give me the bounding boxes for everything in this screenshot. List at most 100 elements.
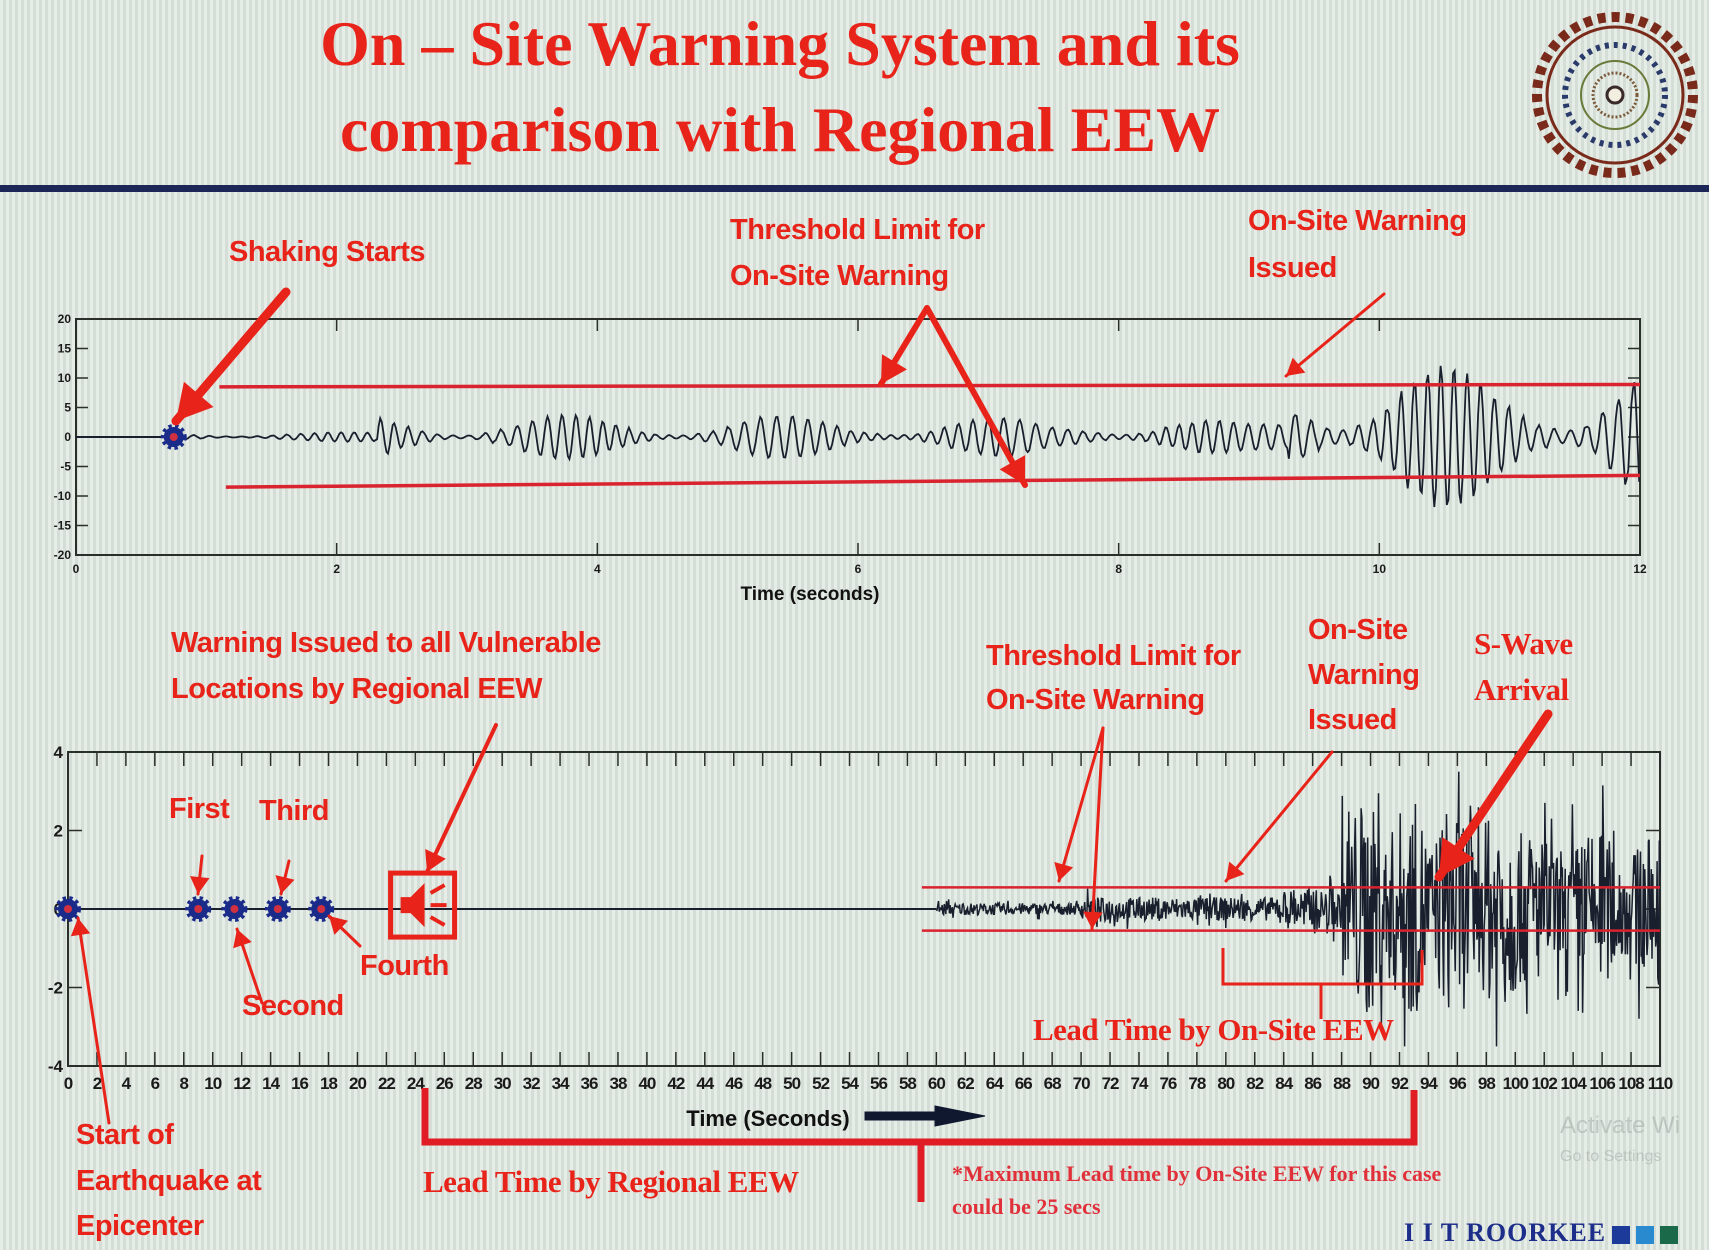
x-tick-label: 12 <box>233 1074 250 1093</box>
x-tick-label: 10 <box>204 1074 221 1093</box>
x-tick-label: 0 <box>64 1074 73 1093</box>
y-tick-label: 5 <box>64 401 71 415</box>
footnote-line2: could be 25 secs <box>952 1194 1101 1219</box>
waveform-top <box>173 365 1641 508</box>
x-tick-label: 58 <box>899 1074 916 1093</box>
brand-square <box>1636 1226 1655 1245</box>
arrow-onsite-issued-top <box>1284 292 1386 378</box>
x-tick-label: 6 <box>151 1074 160 1093</box>
x-tick-label: 48 <box>754 1074 771 1093</box>
annotation-arrows <box>70 287 1553 1202</box>
x-tick-label: 16 <box>291 1074 308 1093</box>
x-tick-label: 104 <box>1560 1074 1587 1093</box>
x-tick-label: 40 <box>638 1074 655 1093</box>
x-tick-label: 62 <box>957 1074 974 1093</box>
x-tick-label: 42 <box>667 1074 684 1093</box>
y-tick-label: 2 <box>54 821 63 840</box>
station-marker-center <box>230 905 239 913</box>
label-swave-1: S-Wave <box>1474 626 1573 661</box>
x-tick-label: 8 <box>1115 562 1122 576</box>
x-axis-label: Time (Seconds) <box>686 1106 849 1131</box>
label-start-2: Earthquake at <box>76 1165 262 1197</box>
x-tick-label: 34 <box>552 1074 570 1093</box>
x-tick-label: 64 <box>986 1074 1004 1093</box>
x-tick-label: 98 <box>1478 1074 1495 1093</box>
arrow-threshold-bottom-lower <box>1090 726 1105 931</box>
arrow-fourth-head <box>329 916 349 935</box>
arrow-onsite-issued-bottom-head <box>1226 861 1245 881</box>
arrow-threshold-top-lower-head <box>999 455 1026 485</box>
label-threshold-top-1: Threshold Limit for <box>730 214 985 246</box>
x-tick-label: 36 <box>581 1074 598 1093</box>
station-marker-center <box>64 905 72 913</box>
top-chart: 0 2 4 6 8 10 12 20 15 10 5 0 -5 -10 -15 -20 Time (second… <box>54 312 1647 605</box>
bottom-chart: 0 2 4 6 8 10 12 14 16 18 20 22 24 26 28 30 32 34 36 38 40 42 4… <box>48 743 1674 1131</box>
time-arrow-icon <box>864 1105 986 1127</box>
x-tick-label: 18 <box>320 1074 337 1093</box>
footnote-line1: *Maximum Lead time by On-Site EEW for th… <box>952 1161 1442 1186</box>
x-tick-label: 2 <box>333 562 340 576</box>
x-tick-label: 52 <box>812 1074 829 1093</box>
x-tick-label: 50 <box>783 1074 800 1093</box>
x-tick-label: 92 <box>1391 1074 1408 1093</box>
arrow-swave-arrival-head <box>1439 837 1475 877</box>
x-tick-label: 82 <box>1246 1074 1263 1093</box>
y-tick-label: -2 <box>48 978 63 997</box>
label-onsite-issued-top-2: Issued <box>1248 252 1337 284</box>
x-tick-label: 2 <box>93 1074 102 1093</box>
x-tick-label: 20 <box>349 1074 366 1093</box>
x-tick-label: 74 <box>1131 1074 1149 1093</box>
y-tick-label: 10 <box>58 371 72 385</box>
brand-footer: I I T ROORKEE <box>1404 1218 1679 1248</box>
x-tick-label: 84 <box>1275 1074 1293 1093</box>
x-tick-label: 86 <box>1304 1074 1321 1093</box>
x-tick-label: 32 <box>523 1074 540 1093</box>
watermark-line2: Go to Settings <box>1560 1148 1662 1165</box>
arrow-threshold-bottom-upper-head <box>1054 861 1074 881</box>
header-rule <box>0 185 1709 192</box>
arrow-onsite-issued-top-head <box>1286 357 1306 376</box>
x-tick-label: 22 <box>378 1074 395 1093</box>
brand-square <box>1612 1226 1631 1245</box>
bracket-lead-time-regional <box>421 1088 1418 1202</box>
speaker-frame <box>388 870 458 940</box>
x-tick-label: 72 <box>1102 1074 1119 1093</box>
x-tick-label: 6 <box>855 562 862 576</box>
arrow-threshold-bottom-upper <box>1057 726 1105 883</box>
shaking-start-marker-center <box>169 433 178 441</box>
x-tick-label: 10 <box>1373 562 1387 576</box>
watermark-line1: Activate Wi <box>1560 1112 1681 1139</box>
x-tick-label: 68 <box>1044 1074 1061 1093</box>
iit-roorkee-logo <box>1532 12 1698 178</box>
x-tick-label: 106 <box>1589 1074 1615 1093</box>
x-tick-label: 8 <box>180 1074 189 1093</box>
label-fourth: Fourth <box>360 950 449 982</box>
arrow-regional-warning-head <box>425 849 446 872</box>
y-tick-label: 20 <box>58 312 72 326</box>
label-swave-2: Arrival <box>1474 672 1569 707</box>
x-tick-label: 94 <box>1420 1074 1438 1093</box>
label-onsite-issued-bottom-1: On-Site <box>1308 614 1408 646</box>
x-tick-label: 96 <box>1449 1074 1466 1093</box>
x-tick-label: 54 <box>841 1074 859 1093</box>
y-tick-label: 0 <box>64 430 71 444</box>
x-tick-label: 24 <box>407 1074 425 1093</box>
arrow-onsite-issued-bottom <box>1224 750 1334 883</box>
x-axis-label: Time (seconds) <box>740 584 879 605</box>
waveform-bottom <box>935 771 1661 1047</box>
y-tick-label: -20 <box>54 548 72 562</box>
x-tick-label: 66 <box>1015 1074 1032 1093</box>
threshold-lower <box>225 473 1641 489</box>
x-tick-label: 4 <box>122 1074 132 1093</box>
label-third: Third <box>259 795 330 827</box>
slide-title-line1: On – Site Warning System and its <box>320 8 1240 79</box>
x-tick-label: 76 <box>1159 1074 1176 1093</box>
x-tick-label: 44 <box>696 1074 714 1093</box>
brand-text: I I T ROORKEE <box>1404 1218 1607 1247</box>
label-lead-time-regional: Lead Time by Regional EEW <box>423 1164 799 1199</box>
label-start-1: Start of <box>76 1119 174 1151</box>
label-threshold-bottom-2: On-Site Warning <box>986 684 1205 716</box>
x-tick-label: 102 <box>1532 1074 1558 1093</box>
arrow-start-epicenter-head <box>70 918 91 937</box>
x-tick-label: 108 <box>1618 1074 1644 1093</box>
